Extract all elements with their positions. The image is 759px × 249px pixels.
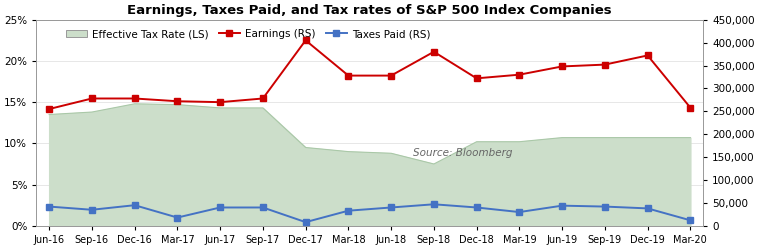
Text: Source: Bloomberg: Source: Bloomberg xyxy=(413,148,512,158)
Legend: Effective Tax Rate (LS), Earnings (RS), Taxes Paid (RS): Effective Tax Rate (LS), Earnings (RS), … xyxy=(61,25,434,43)
Title: Earnings, Taxes Paid, and Tax rates of S&P 500 Index Companies: Earnings, Taxes Paid, and Tax rates of S… xyxy=(128,4,612,17)
